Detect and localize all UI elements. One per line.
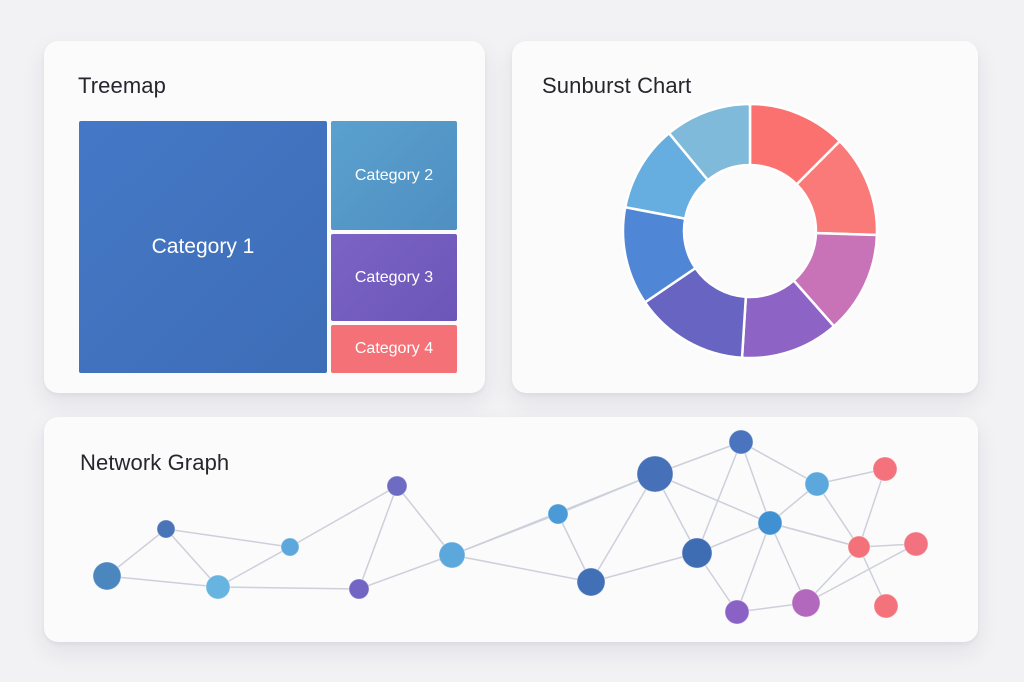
network-node-n6[interactable] [348, 578, 370, 600]
network-edge [590, 473, 656, 583]
network-node-n8[interactable] [547, 503, 569, 525]
network-edge [289, 485, 398, 548]
network-edge [217, 586, 360, 590]
treemap-cell-label: Category 2 [354, 166, 434, 184]
network-edge [654, 473, 771, 524]
network-node-n18[interactable] [872, 456, 898, 482]
sunburst-segment-8[interactable] [667, 102, 752, 182]
network-edge [740, 441, 818, 485]
network-node-n12[interactable] [728, 429, 754, 455]
treemap-cell-category-2[interactable]: Category 2 [331, 121, 457, 230]
network-node-n7[interactable] [438, 541, 466, 569]
network-node-n20[interactable] [903, 531, 929, 557]
network-node-n19[interactable] [873, 593, 899, 619]
sunburst-card: Sunburst Chart [512, 41, 978, 393]
network-node-n5[interactable] [386, 475, 408, 497]
network-edge [217, 546, 291, 588]
sunburst-center [685, 166, 815, 296]
network-edge [696, 441, 742, 554]
treemap-cell-label: Category 4 [354, 340, 434, 357]
sunburst-title: Sunburst Chart [542, 73, 692, 98]
treemap-card: Treemap Category 1 Category 2 Category 3… [44, 41, 485, 393]
network-node-n9[interactable] [576, 567, 606, 597]
network-node-n10[interactable] [636, 455, 674, 493]
network-edge [358, 485, 398, 590]
network-edge [805, 543, 917, 604]
network-edge [396, 485, 453, 556]
network-node-n4[interactable] [280, 537, 300, 557]
network-node-n15[interactable] [724, 599, 750, 625]
treemap-cell-label: Category 1 [151, 235, 255, 258]
network-edge [740, 441, 771, 524]
network-edge [590, 552, 698, 583]
network-card: Network Graph [44, 417, 978, 642]
network-edge [736, 522, 771, 613]
network-title: Network Graph [80, 450, 230, 475]
network-edge [165, 528, 219, 588]
treemap-cell-label: Category 3 [354, 268, 434, 286]
network-node-n14[interactable] [804, 471, 830, 497]
network-edge [769, 522, 860, 548]
treemap-cell-category-3[interactable]: Category 3 [331, 234, 457, 321]
network-node-n2[interactable] [156, 519, 176, 539]
treemap-cell-category-4[interactable]: Category 4 [331, 325, 457, 373]
network-node-n16[interactable] [791, 588, 821, 618]
network-node-n17[interactable] [847, 535, 871, 559]
network-node-n11[interactable] [681, 537, 713, 569]
network-edge [769, 522, 807, 604]
network-edge [816, 483, 860, 548]
network-edge [106, 575, 219, 588]
network-edge [858, 468, 886, 548]
network-node-n3[interactable] [205, 574, 231, 600]
network-edge [165, 528, 291, 548]
network-node-n1[interactable] [92, 561, 122, 591]
network-node-n13[interactable] [757, 510, 783, 536]
treemap-cell-category-1[interactable]: Category 1 [79, 121, 327, 373]
sunburst-chart [621, 102, 879, 360]
network-edge [451, 554, 592, 583]
treemap-title: Treemap [78, 73, 166, 98]
network-graph [92, 429, 929, 625]
network-edge [358, 554, 453, 590]
